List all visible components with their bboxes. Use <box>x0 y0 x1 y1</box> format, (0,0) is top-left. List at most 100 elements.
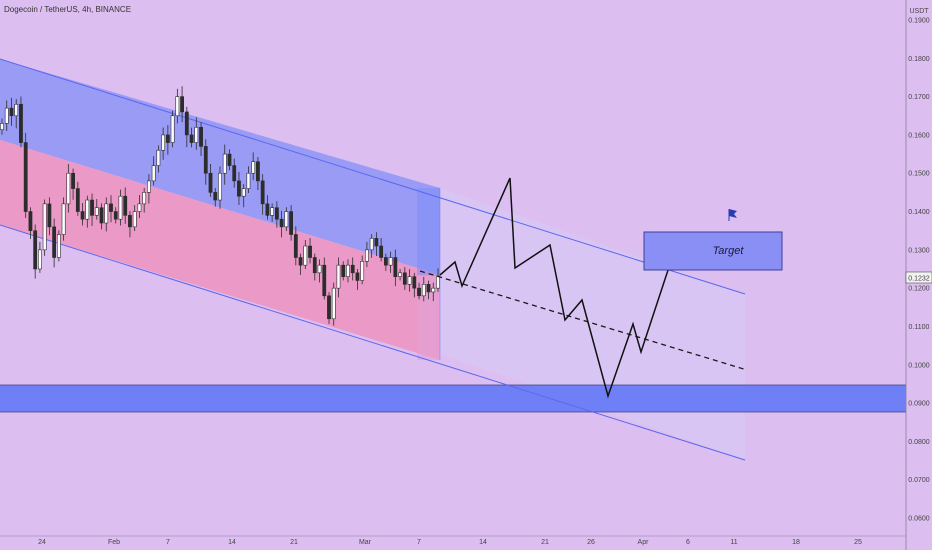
support-zone <box>0 385 906 412</box>
x-tick-label: 6 <box>686 539 690 546</box>
candle <box>80 211 85 220</box>
candle <box>417 287 421 297</box>
y-tick-label: 0.0600 <box>908 516 930 523</box>
candle <box>436 275 440 289</box>
candle <box>355 272 360 281</box>
dashed-trend-line[interactable] <box>419 270 748 371</box>
x-tick-label: 14 <box>479 539 487 546</box>
projected-price-path[interactable] <box>439 177 681 399</box>
x-ticks: 24 Feb 7 14 21 Mar 7 14 21 26 Apr 6 11 18 25 <box>38 539 862 546</box>
candle <box>218 172 222 201</box>
candle <box>298 257 303 266</box>
candle <box>52 226 57 258</box>
candle <box>109 203 113 212</box>
y-tick-label: 0.1600 <box>908 132 930 139</box>
candle <box>341 264 346 277</box>
candle <box>61 203 66 235</box>
candle <box>118 195 123 220</box>
candle <box>128 215 132 228</box>
candle <box>256 161 260 182</box>
y-tick-label: 0.1100 <box>909 324 930 331</box>
candle <box>407 276 412 285</box>
x-tick-label: 24 <box>38 539 46 546</box>
x-tick-label: 21 <box>541 539 549 546</box>
y-tick-label: 0.0800 <box>908 439 930 446</box>
candle <box>203 146 208 174</box>
candle <box>327 295 331 320</box>
candle <box>56 234 61 258</box>
candle <box>265 203 270 216</box>
candle <box>317 264 322 274</box>
x-tick-label: 7 <box>166 539 170 546</box>
candle <box>308 245 312 258</box>
x-tick-label: Mar <box>359 539 372 546</box>
x-tick-label: 7 <box>417 539 421 546</box>
candle <box>251 161 256 174</box>
x-tick-label: 18 <box>792 539 800 546</box>
y-tick-label: 0.1900 <box>908 18 930 25</box>
channel-upper-line[interactable] <box>0 58 746 295</box>
candle <box>312 257 317 274</box>
candle <box>14 103 19 117</box>
candle <box>369 238 374 251</box>
candle <box>421 284 426 297</box>
chart-title: Dogecoin / TetherUS, 4h, BINANCE <box>4 5 131 14</box>
channel-end-highlight-lower <box>417 275 440 360</box>
candle <box>293 234 298 258</box>
candle <box>289 211 293 235</box>
candle <box>4 107 9 124</box>
candle <box>165 134 170 143</box>
y-tick-label: 0.1800 <box>908 56 930 63</box>
y-tick-label: 0.1000 <box>908 362 930 369</box>
candles-group <box>0 86 440 326</box>
channel-end-highlight-upper <box>417 188 440 276</box>
channel-lower-line[interactable] <box>0 224 746 461</box>
candle <box>412 276 417 289</box>
candle <box>9 107 14 117</box>
candle <box>75 188 80 212</box>
candle <box>227 153 232 166</box>
candle <box>199 126 203 147</box>
candle <box>336 264 341 289</box>
candle <box>402 272 407 285</box>
candle <box>113 211 118 220</box>
y-tick-label: 0.1700 <box>908 94 930 101</box>
candle <box>71 172 75 189</box>
candle <box>85 199 90 220</box>
candle <box>19 103 23 143</box>
candle <box>28 211 33 231</box>
candle <box>331 287 336 320</box>
candle <box>360 261 365 281</box>
candle <box>213 192 218 201</box>
candle <box>284 211 289 228</box>
candle <box>161 134 166 151</box>
candle <box>42 203 47 251</box>
candle <box>123 195 128 216</box>
candle <box>47 203 52 228</box>
candle <box>194 126 199 143</box>
target-zone[interactable] <box>643 231 783 271</box>
x-tick-label: 25 <box>854 539 862 546</box>
candle <box>383 257 388 266</box>
candle <box>147 180 151 193</box>
candle <box>33 230 38 270</box>
candle <box>90 199 94 216</box>
candle <box>142 192 147 205</box>
candle <box>374 238 379 247</box>
candle <box>222 153 227 174</box>
candle <box>170 115 175 143</box>
current-price-value: 0.1232 <box>908 276 930 283</box>
y-tick-label: 0.1500 <box>908 171 930 178</box>
candle <box>246 172 251 189</box>
candle <box>208 172 213 193</box>
y-tick-label: 0.1200 <box>908 286 930 293</box>
x-tick-label: Apr <box>638 539 650 546</box>
y-ticks: 0.1900 0.1800 0.1700 0.1600 0.1500 0.1400 0.13… <box>908 18 930 523</box>
x-tick-label: 21 <box>290 539 298 546</box>
candle <box>156 149 161 166</box>
candle <box>94 207 99 216</box>
candle <box>393 257 398 277</box>
x-tick-label: 14 <box>228 539 236 546</box>
candle <box>379 245 384 258</box>
